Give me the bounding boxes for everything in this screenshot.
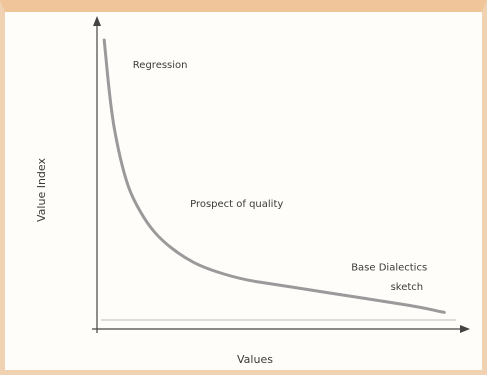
annotation-top: Regression — [133, 60, 188, 71]
series-line-0 — [102, 38, 446, 314]
x-axis-label: Values — [237, 353, 273, 366]
annotation-middle: Prospect of quality — [190, 199, 283, 210]
y-axis-label: Value Index — [35, 158, 48, 222]
y-axis-arrow — [93, 16, 101, 26]
annotation-right-1: Base Dialectics — [351, 263, 427, 274]
x-axis-arrow — [460, 325, 470, 333]
series-layer — [102, 38, 446, 314]
annotation-right-2: sketch — [391, 282, 424, 293]
axes — [92, 16, 470, 333]
annotations: Regression Prospect of quality Base Dialec… — [133, 60, 427, 293]
